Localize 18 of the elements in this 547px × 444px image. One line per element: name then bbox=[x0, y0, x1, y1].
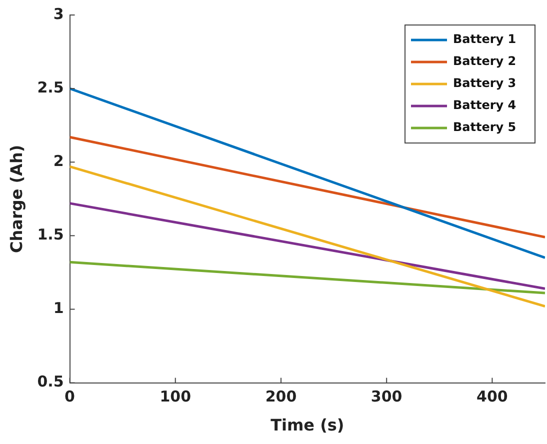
x-tick-label: 0 bbox=[64, 388, 75, 406]
x-tick-label: 200 bbox=[265, 388, 297, 406]
y-tick-label: 2.5 bbox=[37, 78, 64, 96]
x-tick-label: 300 bbox=[370, 388, 402, 406]
legend-label: Battery 3 bbox=[453, 76, 516, 90]
legend-label: Battery 4 bbox=[453, 98, 516, 112]
legend-label: Battery 5 bbox=[453, 120, 516, 134]
x-tick-label: 100 bbox=[160, 388, 192, 406]
legend-label: Battery 1 bbox=[453, 32, 516, 46]
y-tick-label: 1 bbox=[53, 299, 64, 318]
x-tick-label: 400 bbox=[476, 388, 508, 406]
legend-label: Battery 2 bbox=[453, 54, 516, 68]
y-tick-label: 2 bbox=[53, 152, 64, 170]
y-tick-label: 0.5 bbox=[37, 372, 64, 391]
y-tick-label: 3 bbox=[53, 4, 64, 23]
y-tick-label: 1.5 bbox=[37, 226, 64, 244]
y-axis-title: Charge (Ah) bbox=[6, 144, 26, 253]
x-axis-title: Time (s) bbox=[270, 416, 344, 435]
